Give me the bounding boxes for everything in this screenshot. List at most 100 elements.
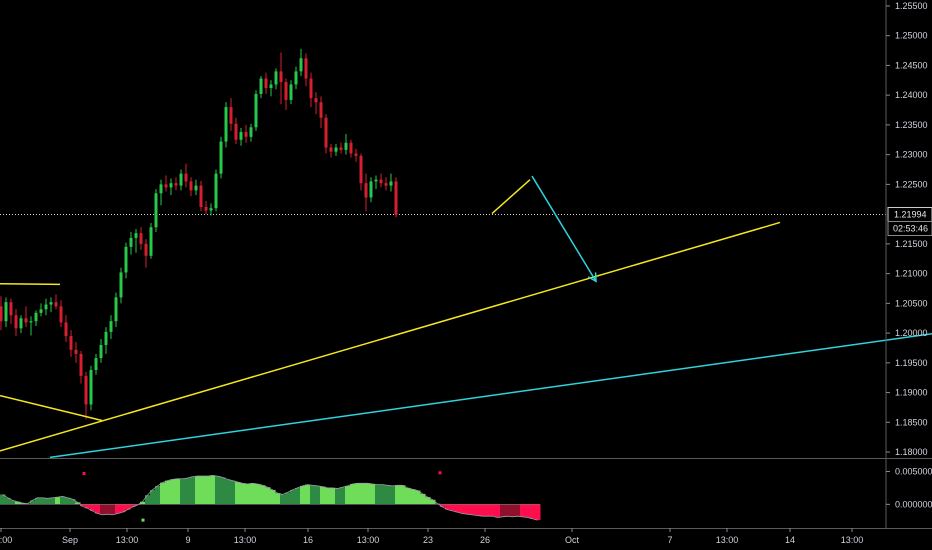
osc-bar-negative xyxy=(80,504,86,507)
price-tick-label: 1.24500 xyxy=(895,60,928,70)
osc-bar-positive xyxy=(240,483,246,505)
osc-bar-negative xyxy=(95,504,101,514)
osc-bar-negative xyxy=(530,504,536,519)
candle-bull xyxy=(269,84,273,89)
candle-bull xyxy=(299,58,303,72)
osc-bar-positive xyxy=(310,485,316,505)
osc-bar-positive xyxy=(265,487,271,505)
osc-bar-positive xyxy=(220,477,226,505)
candle-bull xyxy=(4,302,8,322)
osc-bar-negative xyxy=(445,504,451,510)
candle-bull xyxy=(159,184,163,194)
candle-bull xyxy=(219,141,223,174)
osc-bar-positive xyxy=(355,483,361,505)
osc-bar-positive xyxy=(400,485,406,505)
osc-bar-positive xyxy=(350,483,356,505)
candle-bull xyxy=(249,127,253,137)
cyan-forecast-arrow[interactable] xyxy=(531,175,597,282)
candle-bull xyxy=(44,304,48,310)
candle-bull xyxy=(169,183,173,188)
candle-bear xyxy=(359,155,363,184)
candle-bear xyxy=(24,318,28,323)
osc-tick-label: 0.000000 xyxy=(895,499,932,509)
candle-bull xyxy=(104,331,108,345)
osc-bar-negative xyxy=(450,504,456,511)
osc-bar-negative xyxy=(120,504,126,513)
yellow-channel-top[interactable] xyxy=(0,282,61,286)
osc-bar-positive xyxy=(30,500,36,505)
candle-bear xyxy=(379,179,383,184)
candle-bull xyxy=(389,181,393,186)
osc-bar-positive xyxy=(205,476,211,505)
candle-bear xyxy=(164,184,168,188)
candle-bull xyxy=(129,237,133,247)
candle-bear xyxy=(0,306,3,322)
candle-bull xyxy=(134,233,138,238)
osc-bar-positive xyxy=(325,487,331,505)
price-tick-label: 1.18500 xyxy=(895,417,928,427)
candle-bear xyxy=(139,233,143,244)
time-tick-label: 13:00 xyxy=(357,535,380,545)
candle-bear xyxy=(319,102,323,118)
osc-bar-positive xyxy=(145,495,151,505)
osc-bar-positive xyxy=(200,476,206,505)
osc-bar-negative xyxy=(500,504,506,517)
candle-bear xyxy=(314,98,318,103)
candle-bull xyxy=(179,173,183,186)
candle-bear xyxy=(279,71,283,83)
candle-bull xyxy=(209,208,213,211)
osc-bar-positive xyxy=(370,483,376,505)
candle-bear xyxy=(79,353,83,376)
price-tick-label: 1.22500 xyxy=(895,179,928,189)
candle-bear xyxy=(309,78,313,99)
osc-bar-positive xyxy=(410,489,416,505)
osc-bar-positive xyxy=(50,497,56,505)
candle-bear xyxy=(349,142,353,154)
price-tick-label: 1.21500 xyxy=(895,239,928,249)
drawing-tools[interactable] xyxy=(0,175,932,459)
osc-outline xyxy=(2,475,538,521)
arrow-head xyxy=(587,272,597,283)
time-tick-label: 23 xyxy=(423,535,433,545)
candle-bull xyxy=(124,246,128,273)
osc-bar-positive xyxy=(415,490,421,505)
price-tick-label: 1.20000 xyxy=(895,328,928,338)
candle-bear xyxy=(74,349,78,354)
osc-bar-negative xyxy=(510,504,516,517)
candle-bear xyxy=(324,117,328,148)
cyan-long-line[interactable] xyxy=(49,332,932,459)
candle-bear xyxy=(189,181,193,191)
candle-bear xyxy=(229,107,233,124)
candle-bear xyxy=(14,315,18,329)
countdown-tag xyxy=(887,220,932,236)
candle-bull xyxy=(99,344,103,359)
yellow-small-line[interactable] xyxy=(491,179,531,215)
time-tick-label: 16 xyxy=(303,535,313,545)
osc-bar-positive xyxy=(75,502,81,505)
price-pane[interactable] xyxy=(0,48,886,420)
time-tick-label: 14 xyxy=(785,535,795,545)
candle-bear xyxy=(284,82,288,100)
yellow-support-line[interactable] xyxy=(0,221,781,452)
osc-tick-label: 0.005000 xyxy=(895,466,932,476)
price-tick-label: 1.20500 xyxy=(895,298,928,308)
osc-bar-positive xyxy=(255,483,261,505)
osc-bar-negative xyxy=(100,504,106,515)
candle-bull xyxy=(344,142,348,150)
osc-bar-negative xyxy=(130,504,136,507)
osc-bar-positive xyxy=(330,487,336,505)
price-tick-label: 1.19500 xyxy=(895,358,928,368)
osc-bar-negative xyxy=(440,504,446,507)
oscillator-pane[interactable] xyxy=(0,471,541,522)
osc-bar-negative xyxy=(490,504,496,517)
osc-bar-positive xyxy=(20,503,26,505)
candle-bear xyxy=(354,153,358,156)
time-tick-label: 26 xyxy=(480,535,490,545)
yellow-down-line[interactable] xyxy=(0,394,103,422)
candle-bear xyxy=(394,181,398,215)
osc-bar-positive xyxy=(10,500,16,505)
osc-bar-positive xyxy=(275,493,281,505)
osc-bar-positive xyxy=(215,476,221,505)
candle-bull xyxy=(49,302,53,305)
